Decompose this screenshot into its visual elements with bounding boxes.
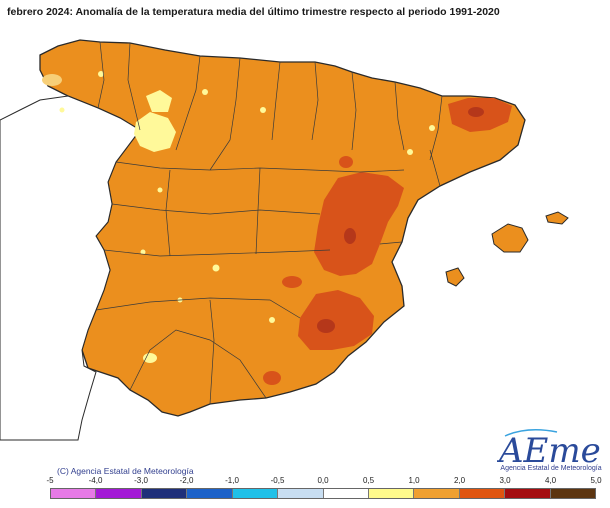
cool-dots [59,71,435,323]
mild-area-coast [143,353,157,363]
ibiza [445,267,465,287]
color-legend [50,488,596,499]
legend-tick-label: 5,0 [590,476,602,485]
hottest-spot-southeast [317,319,335,333]
legend-swatch-9 [459,489,506,498]
legend-tick-label: -1,0 [225,476,239,485]
legend-tick-label: 3,0 [499,476,511,485]
legend-swatch-11 [550,489,596,498]
hot-area-southeast [298,290,374,350]
legend-swatch-6 [323,489,369,498]
hottest-spot-catalonia [468,107,484,117]
legend-tick-label: 0,0 [317,476,329,485]
map-title: febrero 2024: Anomalía de la temperatura… [7,6,500,18]
legend-tick-label: -5 [46,476,54,485]
hot-area-ebro [339,156,353,168]
menorca [545,211,569,225]
hot-area-east [314,172,404,276]
hottest-spot-valencia [344,228,356,244]
legend-tick-label: 1,0 [408,476,420,485]
legend-tick-label: -2,0 [179,476,194,485]
hot-area-murcia [282,276,302,288]
copyright-credit: (C) Agencia Estatal de Meteorología [57,466,194,476]
legend-ticks: -5 -4,0 -3,0 -2,0 -1,0 -0,5 0,0 0,5 1,0 2,0 3,0 4,0… [46,476,601,488]
spain-mainland [39,39,526,417]
legend-swatch-10 [505,489,551,498]
cool-area-leon [146,90,172,112]
legend-swatch-3 [187,489,233,498]
legend-tick-label: -4,0 [88,476,103,485]
legend-swatch-5 [278,489,324,498]
legend-swatch-0 [51,489,97,498]
legend-tick-label: -3,0 [134,476,148,485]
aemet-logo-text: AEmet [497,431,602,471]
legend-swatch-2 [141,489,188,498]
legend-tick-label: 2,0 [453,476,466,485]
mallorca [491,223,529,253]
legend-tick-label: 0,5 [362,476,375,485]
cool-area-northwest [134,112,176,152]
aemet-logo: AEmet [497,429,602,471]
province-borders [95,41,443,405]
legend-swatch-1 [96,489,142,498]
mild-area-galicia [42,74,62,86]
aemet-logo-subtitle: Agencia Estatal de Meteorología [500,465,602,472]
hot-area-almeria [263,371,281,385]
legend-tick-label: 4,0 [544,476,557,485]
legend-swatch-7 [368,489,415,498]
portugal [0,95,141,441]
legend-swatch-4 [232,489,279,498]
legend-swatch-8 [414,489,460,498]
legend-tick-label: -0,5 [270,476,285,485]
